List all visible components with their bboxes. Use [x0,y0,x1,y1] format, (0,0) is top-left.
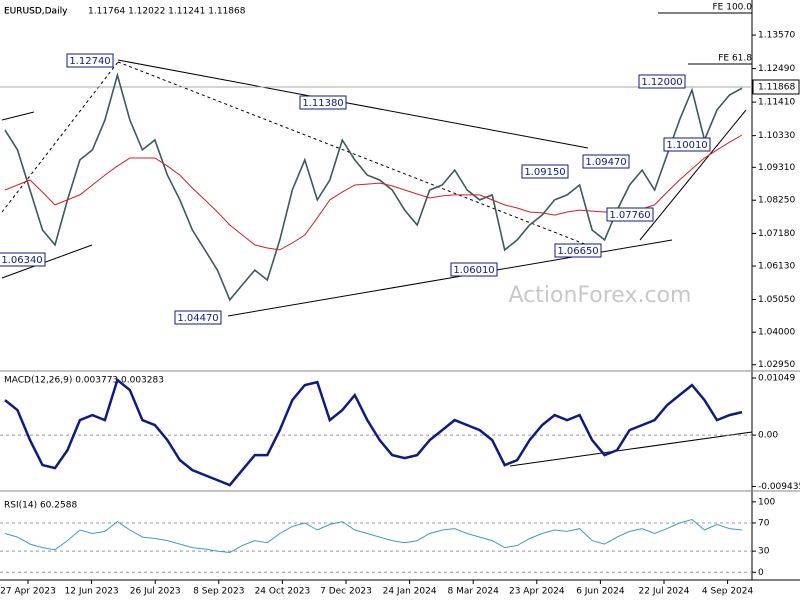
y-tick-label: 1.09310 [758,163,795,173]
annotation-box [450,262,498,277]
annotation-box [582,154,630,169]
annotation: 1.09470 [585,157,626,168]
annotation: 1.12740 [69,56,110,67]
x-tick-label: 7 Dec 2023 [320,587,372,597]
annotation: 1.06340 [1,255,42,266]
annotation: 1.11380 [302,98,343,109]
current-price-box [752,79,800,95]
series-line [4,518,743,554]
annotation-box [663,137,711,152]
series-line [4,72,743,302]
annotation-box [554,243,602,258]
x-tick-label: 24 Jan 2024 [383,587,437,597]
x-tick-label: 24 Oct 2023 [255,587,311,597]
quote: 1.11764 1.12022 1.11241 1.11868 [88,7,246,17]
x-tick-label: 8 Mar 2024 [448,587,500,597]
y-tick-label: 1.11410 [758,98,795,108]
trend-line [1,244,93,279]
y-tick-label: 1.06130 [758,262,795,272]
y-tick-label: 70 [758,518,770,528]
y-tick-label: 1.05050 [758,295,795,305]
annotation-box [0,252,46,267]
annotation: 1.09150 [524,167,565,178]
y-tick-label: 0 [758,568,764,578]
y-tick-label: 100 [758,497,775,507]
trend-line [117,61,601,251]
x-tick-label: 4 Sep 2024 [702,587,754,597]
annotation-box [299,95,347,110]
trend-line [117,59,589,149]
annotation: 1.06650 [557,246,598,257]
y-tick-label: 1.10330 [758,131,795,141]
annotation-box [174,310,222,325]
trend-line [509,431,753,467]
series-line [4,377,743,487]
y-tick-label: 1.13570 [758,31,795,41]
annotation: 1.12000 [641,77,682,88]
annotation-box [66,53,114,68]
annotation: 1.04470 [177,313,218,324]
annotation-box [606,207,654,222]
annotation-box [521,164,569,179]
x-tick-label: 12 Jun 2023 [65,587,119,597]
current-price-label: 1.11868 [758,83,795,93]
x-tick-label: 8 Sep 2023 [193,587,244,597]
panel-title: EURUSD,Daily [4,7,68,17]
annotation: 1.07760 [609,210,650,221]
trend-line [1,111,35,121]
x-tick-label: 6 Jun 2024 [576,587,625,597]
x-tick-label: 22 Jul 2024 [639,587,690,597]
y-tick-label: 1.12490 [758,64,795,74]
y-tick-label: 1.02950 [758,360,795,370]
y-tick-label: 30 [758,547,770,557]
annotation-box [638,74,686,89]
annotation: 1.06010 [453,265,494,276]
x-tick-label: 27 Apr 2023 [0,587,56,597]
y-tick-label: 1.04000 [758,328,795,338]
trend-line [639,109,747,241]
panel-title: RSI(14) 60.2588 [4,501,77,511]
y-tick-label: 0.01049 [758,374,795,384]
y-tick-label: -0.009435 [758,482,800,492]
panel-title: MACD(12,26,9) 0.003773 0.003283 [4,376,164,386]
y-tick-label: 0.00 [758,431,778,441]
x-tick-label: 23 Apr 2024 [509,587,565,597]
y-tick-label: 1.08250 [758,196,795,206]
fe-label: FE 61.8 [718,54,752,64]
chart-title: EURUSD,Daily [4,7,68,17]
annotation: 1.10010 [666,140,707,151]
watermark: ActionForex.com [509,283,692,308]
x-tick-label: 26 Jul 2023 [130,587,181,597]
y-tick-label: 1.07180 [758,229,795,239]
fe-label: FE 100.0 [713,3,753,13]
